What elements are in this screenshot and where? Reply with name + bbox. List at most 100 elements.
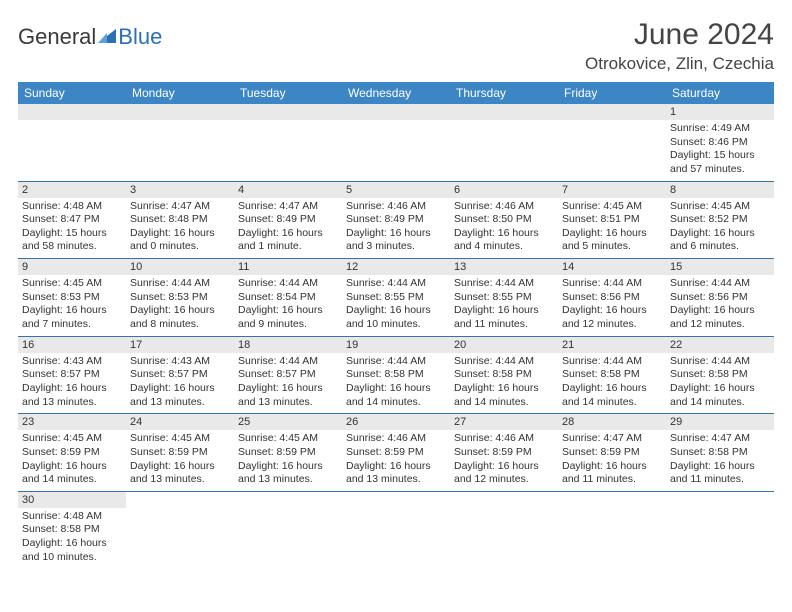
day-details: Sunrise: 4:45 AMSunset: 8:59 PMDaylight:… [126,430,234,491]
day-number: 4 [234,182,342,198]
calendar-cell: 23Sunrise: 4:45 AMSunset: 8:59 PMDayligh… [18,414,126,492]
day-details: Sunrise: 4:48 AMSunset: 8:47 PMDaylight:… [18,198,126,259]
day-details: Sunrise: 4:44 AMSunset: 8:53 PMDaylight:… [126,275,234,336]
day-number: 22 [666,337,774,353]
calendar-week-row: 2Sunrise: 4:48 AMSunset: 8:47 PMDaylight… [18,181,774,259]
day-details: Sunrise: 4:44 AMSunset: 8:58 PMDaylight:… [666,353,774,414]
day-number: 14 [558,259,666,275]
calendar-cell [450,491,558,568]
calendar-cell: 21Sunrise: 4:44 AMSunset: 8:58 PMDayligh… [558,336,666,414]
day-number-empty [450,104,558,120]
weekday-header: Friday [558,82,666,104]
calendar-cell: 6Sunrise: 4:46 AMSunset: 8:50 PMDaylight… [450,181,558,259]
calendar-body: 1Sunrise: 4:49 AMSunset: 8:46 PMDaylight… [18,104,774,568]
calendar-cell [342,104,450,181]
calendar-week-row: 23Sunrise: 4:45 AMSunset: 8:59 PMDayligh… [18,414,774,492]
weekday-header: Tuesday [234,82,342,104]
calendar-cell [126,491,234,568]
day-details: Sunrise: 4:43 AMSunset: 8:57 PMDaylight:… [126,353,234,414]
calendar-cell [558,491,666,568]
day-number: 29 [666,414,774,430]
calendar-cell: 13Sunrise: 4:44 AMSunset: 8:55 PMDayligh… [450,259,558,337]
day-details: Sunrise: 4:45 AMSunset: 8:53 PMDaylight:… [18,275,126,336]
day-number: 11 [234,259,342,275]
day-details: Sunrise: 4:47 AMSunset: 8:49 PMDaylight:… [234,198,342,259]
day-details: Sunrise: 4:44 AMSunset: 8:55 PMDaylight:… [342,275,450,336]
calendar-cell: 11Sunrise: 4:44 AMSunset: 8:54 PMDayligh… [234,259,342,337]
day-number: 5 [342,182,450,198]
day-details: Sunrise: 4:44 AMSunset: 8:56 PMDaylight:… [666,275,774,336]
day-details: Sunrise: 4:46 AMSunset: 8:50 PMDaylight:… [450,198,558,259]
calendar-cell: 7Sunrise: 4:45 AMSunset: 8:51 PMDaylight… [558,181,666,259]
day-number: 7 [558,182,666,198]
calendar-cell: 30Sunrise: 4:48 AMSunset: 8:58 PMDayligh… [18,491,126,568]
day-details: Sunrise: 4:44 AMSunset: 8:58 PMDaylight:… [342,353,450,414]
day-details: Sunrise: 4:44 AMSunset: 8:55 PMDaylight:… [450,275,558,336]
logo-text-general: General [18,24,96,50]
title-block: June 2024 Otrokovice, Zlin, Czechia [585,18,774,74]
day-number: 24 [126,414,234,430]
calendar-cell [558,104,666,181]
day-details: Sunrise: 4:44 AMSunset: 8:57 PMDaylight:… [234,353,342,414]
location: Otrokovice, Zlin, Czechia [585,54,774,74]
calendar-cell [666,491,774,568]
calendar-cell: 17Sunrise: 4:43 AMSunset: 8:57 PMDayligh… [126,336,234,414]
weekday-header-row: Sunday Monday Tuesday Wednesday Thursday… [18,82,774,104]
day-details: Sunrise: 4:44 AMSunset: 8:54 PMDaylight:… [234,275,342,336]
weekday-header: Wednesday [342,82,450,104]
day-number: 15 [666,259,774,275]
calendar-cell: 18Sunrise: 4:44 AMSunset: 8:57 PMDayligh… [234,336,342,414]
day-number: 17 [126,337,234,353]
calendar-cell: 29Sunrise: 4:47 AMSunset: 8:58 PMDayligh… [666,414,774,492]
day-details: Sunrise: 4:45 AMSunset: 8:59 PMDaylight:… [18,430,126,491]
calendar-cell: 5Sunrise: 4:46 AMSunset: 8:49 PMDaylight… [342,181,450,259]
day-number: 6 [450,182,558,198]
weekday-header: Monday [126,82,234,104]
day-number: 28 [558,414,666,430]
day-details: Sunrise: 4:44 AMSunset: 8:58 PMDaylight:… [450,353,558,414]
calendar-cell: 2Sunrise: 4:48 AMSunset: 8:47 PMDaylight… [18,181,126,259]
day-number: 18 [234,337,342,353]
header: General Blue June 2024 Otrokovice, Zlin,… [18,18,774,74]
day-details: Sunrise: 4:44 AMSunset: 8:56 PMDaylight:… [558,275,666,336]
calendar-cell: 22Sunrise: 4:44 AMSunset: 8:58 PMDayligh… [666,336,774,414]
day-details: Sunrise: 4:46 AMSunset: 8:59 PMDaylight:… [450,430,558,491]
calendar-cell [234,104,342,181]
day-details: Sunrise: 4:43 AMSunset: 8:57 PMDaylight:… [18,353,126,414]
day-details: Sunrise: 4:46 AMSunset: 8:49 PMDaylight:… [342,198,450,259]
calendar-cell: 26Sunrise: 4:46 AMSunset: 8:59 PMDayligh… [342,414,450,492]
day-details: Sunrise: 4:47 AMSunset: 8:58 PMDaylight:… [666,430,774,491]
day-number-empty [234,104,342,120]
day-number: 3 [126,182,234,198]
day-details: Sunrise: 4:45 AMSunset: 8:59 PMDaylight:… [234,430,342,491]
calendar-week-row: 1Sunrise: 4:49 AMSunset: 8:46 PMDaylight… [18,104,774,181]
day-number: 2 [18,182,126,198]
day-number: 12 [342,259,450,275]
month-title: June 2024 [585,18,774,52]
day-details: Sunrise: 4:45 AMSunset: 8:51 PMDaylight:… [558,198,666,259]
day-number-empty [18,104,126,120]
day-number: 25 [234,414,342,430]
day-number: 1 [666,104,774,120]
calendar-cell: 1Sunrise: 4:49 AMSunset: 8:46 PMDaylight… [666,104,774,181]
weekday-header: Sunday [18,82,126,104]
calendar-cell: 14Sunrise: 4:44 AMSunset: 8:56 PMDayligh… [558,259,666,337]
day-number: 26 [342,414,450,430]
calendar-cell: 24Sunrise: 4:45 AMSunset: 8:59 PMDayligh… [126,414,234,492]
calendar-cell: 16Sunrise: 4:43 AMSunset: 8:57 PMDayligh… [18,336,126,414]
calendar-cell: 25Sunrise: 4:45 AMSunset: 8:59 PMDayligh… [234,414,342,492]
logo-sail-icon [96,25,118,50]
weekday-header: Saturday [666,82,774,104]
day-number-empty [558,104,666,120]
calendar-week-row: 30Sunrise: 4:48 AMSunset: 8:58 PMDayligh… [18,491,774,568]
weekday-header: Thursday [450,82,558,104]
calendar-cell: 3Sunrise: 4:47 AMSunset: 8:48 PMDaylight… [126,181,234,259]
day-details: Sunrise: 4:47 AMSunset: 8:48 PMDaylight:… [126,198,234,259]
calendar-week-row: 16Sunrise: 4:43 AMSunset: 8:57 PMDayligh… [18,336,774,414]
calendar-week-row: 9Sunrise: 4:45 AMSunset: 8:53 PMDaylight… [18,259,774,337]
day-number: 10 [126,259,234,275]
day-number-empty [126,104,234,120]
calendar-cell [126,104,234,181]
calendar-cell: 19Sunrise: 4:44 AMSunset: 8:58 PMDayligh… [342,336,450,414]
calendar-cell: 28Sunrise: 4:47 AMSunset: 8:59 PMDayligh… [558,414,666,492]
